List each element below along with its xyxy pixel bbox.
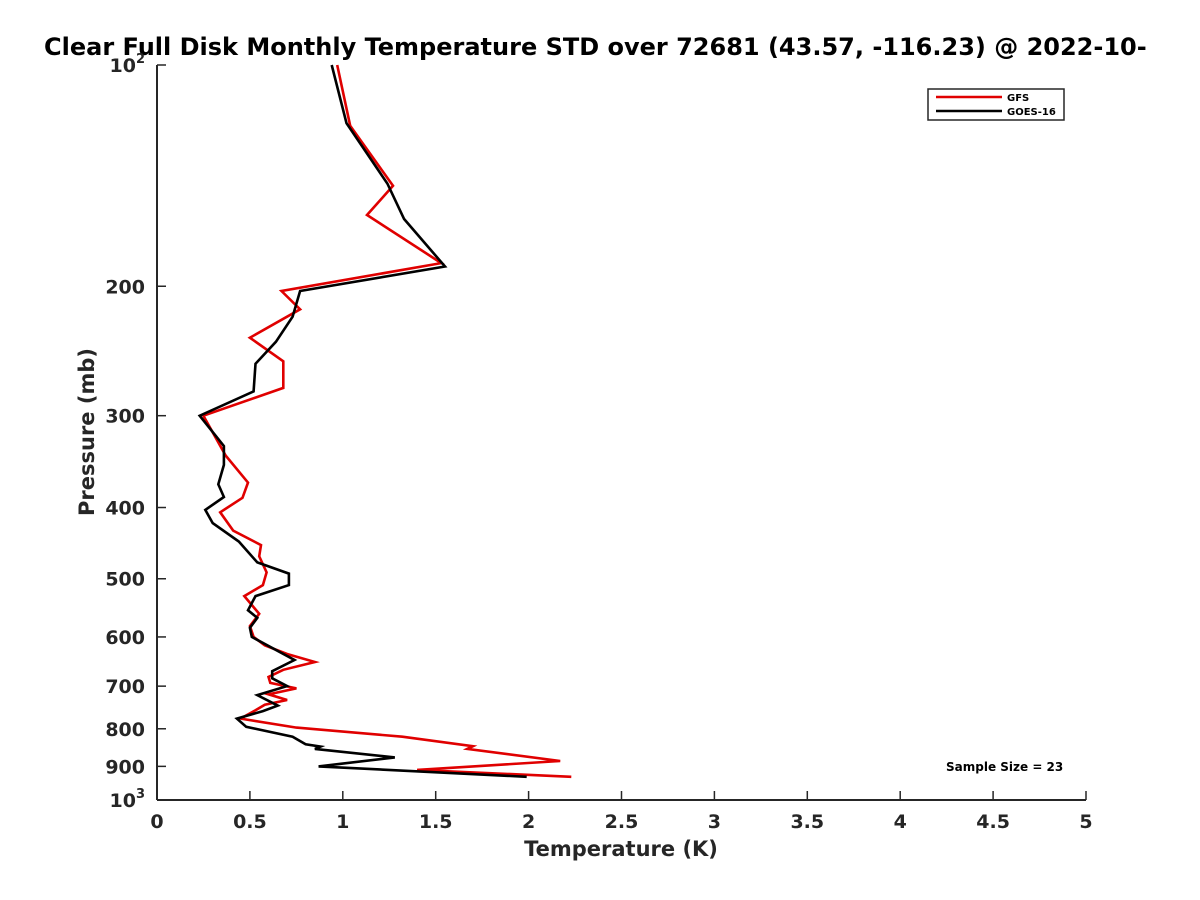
y-tick-label: 400	[105, 498, 145, 520]
series-line-goes16	[197, 64, 527, 779]
legend-label-gfs: GFS	[1007, 93, 1029, 104]
y-axis-label: Pressure (mb)	[75, 348, 99, 516]
x-tick-label: 5	[1079, 811, 1092, 833]
y-tick-label: 800	[105, 719, 145, 741]
y-tick-label: 102	[110, 52, 146, 77]
x-tick-label: 2	[522, 811, 535, 833]
x-axis-label: Temperature (K)	[524, 837, 718, 861]
y-tick-label: 200	[105, 276, 145, 298]
legend-label-goes16: GOES-16	[1007, 107, 1056, 118]
y-ticks: 102 200 300 400 500 600 700 800 900 103	[105, 52, 166, 812]
y-tick-label: 300	[105, 406, 145, 428]
sample-size-annotation: Sample Size = 23	[946, 760, 1063, 774]
y-tick-label: 103	[110, 787, 146, 812]
y-tick-label: 900	[105, 756, 145, 778]
x-tick-label: 3.5	[790, 811, 824, 833]
chart-title: Clear Full Disk Monthly Temperature STD …	[44, 33, 1147, 61]
plot-lines	[197, 64, 572, 779]
x-tick-label: 4.5	[976, 811, 1010, 833]
x-tick-label: 1	[336, 811, 349, 833]
x-tick-label: 4	[894, 811, 907, 833]
x-tick-label: 0	[150, 811, 163, 833]
legend-box	[927, 88, 1065, 121]
y-tick-label: 600	[105, 627, 145, 649]
y-tick-label: 700	[105, 676, 145, 698]
y-tick-label: 500	[105, 569, 145, 591]
series-line-gfs	[201, 64, 572, 779]
x-tick-label: 2.5	[605, 811, 639, 833]
x-ticks: 0 0.5 1 1.5 2 2.5 3 3.5 4 4.5 5	[150, 791, 1093, 833]
x-tick-label: 1.5	[419, 811, 453, 833]
x-tick-label: 0.5	[233, 811, 267, 833]
x-tick-label: 3	[708, 811, 721, 833]
legend: GFS GOES-16	[927, 88, 1065, 121]
